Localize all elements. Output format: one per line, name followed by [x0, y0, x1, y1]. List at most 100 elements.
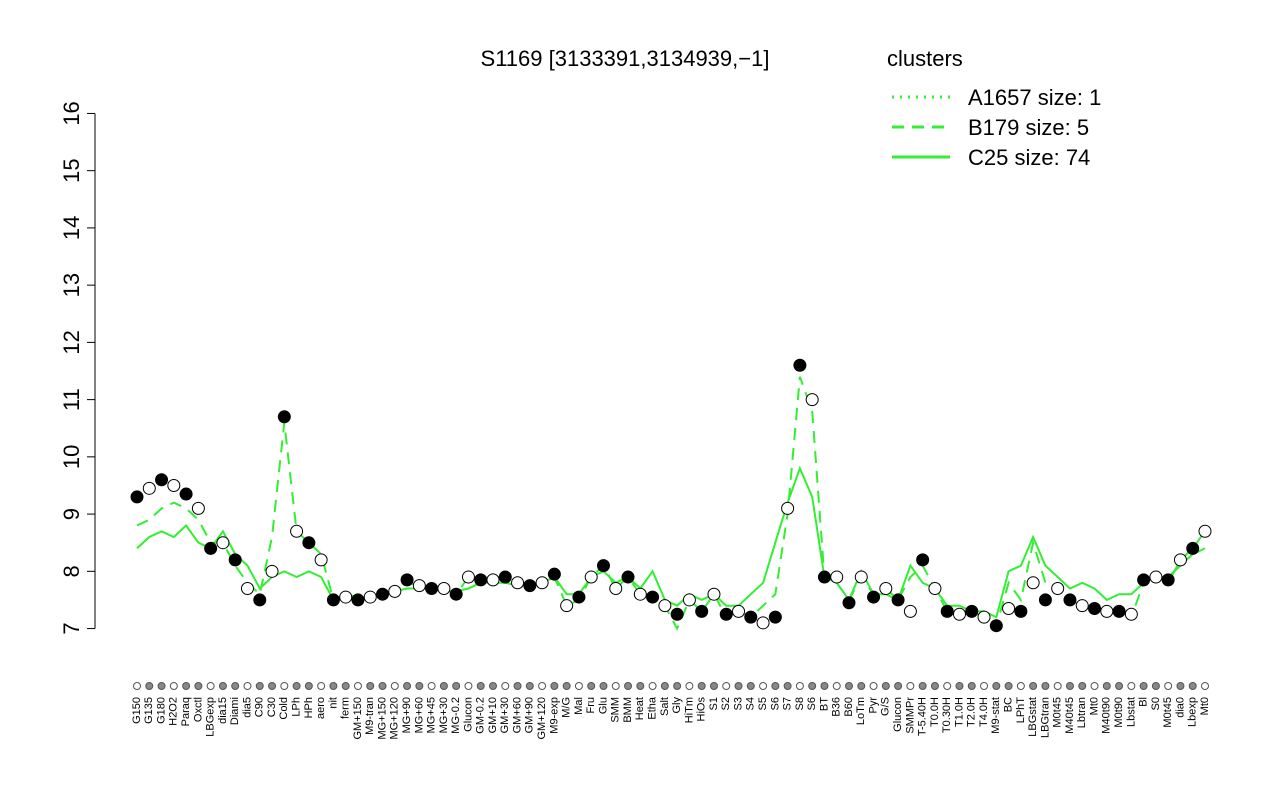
y-tick-label: 12: [59, 330, 84, 354]
data-point: [1075, 599, 1089, 613]
data-point: [756, 616, 770, 630]
category-marker: [366, 682, 375, 690]
data-point: [1002, 602, 1016, 616]
data-point: [781, 501, 795, 515]
x-tick-label: S8: [794, 697, 806, 710]
data-point: [498, 570, 512, 584]
data-point: [965, 604, 979, 618]
category-marker: [746, 682, 755, 690]
data-point: [633, 587, 647, 601]
x-tick-label: MG+45: [426, 697, 438, 733]
category-marker: [783, 682, 792, 690]
category-marker: [845, 682, 853, 690]
category-marker: [317, 682, 326, 690]
x-tick-label: Paraq: [180, 697, 192, 726]
x-tick-label: B36: [831, 697, 843, 717]
x-tick-label: T0.0H: [929, 697, 941, 727]
x-tick-label: M/G: [561, 697, 573, 718]
data-point: [768, 610, 782, 624]
data-point: [326, 593, 340, 607]
x-tick-label: S6: [806, 697, 818, 710]
x-tick-label: G135: [143, 697, 155, 724]
x-tick-label: G180: [155, 697, 167, 724]
x-tick-label: MG+60: [413, 697, 425, 733]
data-point: [879, 581, 893, 595]
category-marker: [980, 682, 989, 690]
x-tick-label: M40t90: [1101, 697, 1113, 734]
x-tick-label: M0t45: [1162, 697, 1174, 728]
category-marker: [697, 682, 706, 690]
data-point: [1124, 607, 1138, 621]
y-tick-label: 14: [59, 216, 84, 240]
category-marker: [439, 682, 448, 690]
data-point: [1186, 541, 1200, 555]
category-marker: [918, 682, 927, 690]
category-marker: [415, 682, 424, 690]
x-tick-label: MG+30: [438, 697, 450, 733]
data-point: [474, 573, 488, 587]
x-tick-label: G/S: [880, 697, 892, 716]
category-marker: [157, 682, 166, 690]
data-point: [351, 593, 365, 607]
category-marker: [636, 682, 645, 690]
data-point: [1149, 570, 1163, 584]
data-point: [142, 481, 156, 495]
y-tick-label: 13: [59, 273, 84, 297]
category-marker: [1029, 682, 1038, 690]
category-marker: [218, 682, 227, 690]
x-tick-label: M0t90: [1113, 697, 1125, 728]
x-tick-label: Diami: [229, 697, 241, 725]
category-marker: [489, 682, 497, 690]
category-marker: [869, 682, 878, 690]
data-point: [486, 573, 500, 587]
category-marker: [624, 682, 633, 690]
data-point: [228, 553, 242, 567]
data-point: [793, 358, 807, 372]
category-marker: [1176, 682, 1185, 690]
category-marker: [169, 682, 178, 690]
x-tick-label: Mal: [573, 697, 585, 715]
data-point: [253, 593, 267, 607]
x-tick-label: T-5.40H: [917, 697, 929, 736]
cluster-line: [136, 376, 1206, 631]
data-point: [940, 604, 954, 618]
category-marker: [550, 682, 559, 690]
data-point: [1161, 573, 1175, 587]
data-point: [584, 570, 598, 584]
data-point: [670, 607, 684, 621]
category-marker: [145, 682, 154, 690]
data-point: [682, 593, 696, 607]
data-point: [621, 570, 635, 584]
category-marker: [341, 682, 350, 690]
x-tick-label: dia15: [217, 697, 229, 724]
data-point: [290, 524, 304, 538]
data-point: [854, 570, 868, 584]
data-point: [1198, 524, 1212, 538]
data-point: [523, 579, 537, 593]
category-marker: [992, 682, 1001, 690]
category-marker: [403, 682, 412, 690]
x-tick-label: ferm: [340, 697, 352, 719]
x-tick-label: S0: [1150, 697, 1162, 710]
x-tick-label: Lbtran: [1076, 697, 1088, 728]
x-tick-label: M9-exp: [548, 697, 560, 734]
category-marker: [1004, 682, 1013, 690]
category-marker: [1053, 682, 1062, 690]
x-tick-label: MG+150: [376, 697, 388, 740]
category-marker: [894, 682, 903, 690]
data-point: [719, 607, 733, 621]
data-point: [376, 587, 390, 601]
x-tick-label: H2O2: [168, 697, 180, 726]
x-tick-label: T1.0H: [953, 697, 965, 727]
data-point: [867, 590, 881, 604]
category-marker: [709, 682, 718, 690]
data-point: [265, 564, 279, 578]
x-tick-label: M9-tran: [364, 697, 376, 735]
data-point: [952, 607, 966, 621]
chart-title: S1169 [3133391,3134939,−1]: [481, 46, 770, 71]
x-tick-label: M40t45: [1064, 697, 1076, 734]
x-tick-label: M0t45: [1052, 697, 1064, 728]
category-marker: [464, 682, 473, 690]
x-tick-label: S2: [720, 697, 732, 710]
data-point: [805, 393, 819, 407]
